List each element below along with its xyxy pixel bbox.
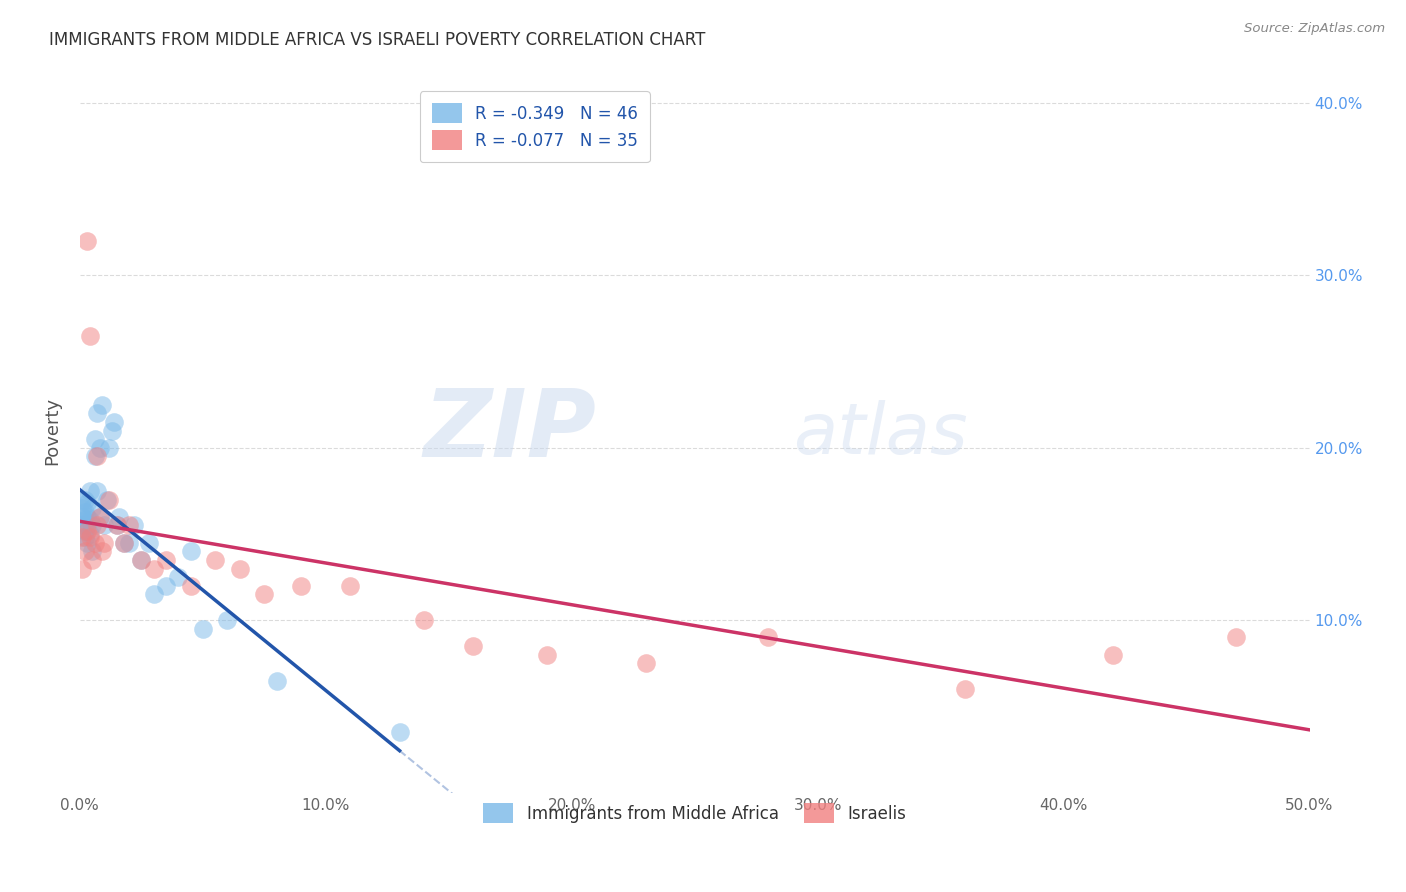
Point bbox=[180, 544, 202, 558]
Point bbox=[266, 673, 288, 688]
Point bbox=[79, 527, 101, 541]
Text: Source: ZipAtlas.com: Source: ZipAtlas.com bbox=[1244, 22, 1385, 36]
Point bbox=[229, 561, 252, 575]
Point bbox=[217, 613, 239, 627]
Point bbox=[953, 682, 976, 697]
Point bbox=[76, 535, 98, 549]
Point bbox=[72, 531, 94, 545]
Point bbox=[72, 501, 94, 516]
Point bbox=[96, 492, 118, 507]
Point bbox=[72, 509, 94, 524]
Point bbox=[131, 553, 153, 567]
Point bbox=[131, 553, 153, 567]
Point bbox=[89, 509, 111, 524]
Point bbox=[413, 613, 436, 627]
Point bbox=[142, 561, 165, 575]
Point bbox=[72, 561, 94, 575]
Point bbox=[79, 513, 101, 527]
Point bbox=[122, 518, 145, 533]
Point bbox=[142, 587, 165, 601]
Point bbox=[86, 406, 108, 420]
Point bbox=[76, 524, 98, 538]
Point bbox=[83, 432, 105, 446]
Point bbox=[83, 535, 105, 549]
Point bbox=[253, 587, 276, 601]
Point bbox=[103, 415, 125, 429]
Point bbox=[108, 509, 131, 524]
Point bbox=[89, 441, 111, 455]
Point bbox=[73, 531, 96, 545]
Point bbox=[73, 544, 96, 558]
Point bbox=[86, 450, 108, 464]
Point bbox=[118, 535, 141, 549]
Point bbox=[138, 535, 160, 549]
Point bbox=[76, 509, 98, 524]
Point bbox=[86, 518, 108, 533]
Y-axis label: Poverty: Poverty bbox=[44, 397, 60, 465]
Point bbox=[76, 234, 98, 248]
Point bbox=[89, 509, 111, 524]
Point bbox=[82, 501, 104, 516]
Point bbox=[536, 648, 558, 662]
Point bbox=[73, 513, 96, 527]
Point bbox=[72, 518, 94, 533]
Point bbox=[93, 518, 115, 533]
Point bbox=[155, 553, 177, 567]
Point bbox=[118, 518, 141, 533]
Point bbox=[105, 518, 128, 533]
Point bbox=[93, 535, 115, 549]
Point bbox=[105, 518, 128, 533]
Point bbox=[73, 505, 96, 519]
Point bbox=[388, 725, 411, 739]
Text: IMMIGRANTS FROM MIDDLE AFRICA VS ISRAELI POVERTY CORRELATION CHART: IMMIGRANTS FROM MIDDLE AFRICA VS ISRAELI… bbox=[49, 31, 706, 49]
Point bbox=[82, 544, 104, 558]
Point bbox=[290, 579, 312, 593]
Point bbox=[91, 398, 114, 412]
Point bbox=[73, 492, 96, 507]
Point bbox=[1225, 631, 1247, 645]
Point bbox=[191, 622, 214, 636]
Point bbox=[463, 639, 485, 653]
Point bbox=[634, 657, 657, 671]
Point bbox=[180, 579, 202, 593]
Text: atlas: atlas bbox=[793, 400, 967, 468]
Point bbox=[76, 518, 98, 533]
Point bbox=[339, 579, 361, 593]
Point bbox=[112, 535, 135, 549]
Point bbox=[72, 492, 94, 507]
Point bbox=[82, 518, 104, 533]
Point bbox=[76, 496, 98, 510]
Point bbox=[79, 328, 101, 343]
Legend: Immigrants from Middle Africa, Israelis: Immigrants from Middle Africa, Israelis bbox=[472, 791, 918, 835]
Point bbox=[83, 450, 105, 464]
Point bbox=[79, 483, 101, 498]
Point bbox=[155, 579, 177, 593]
Point bbox=[101, 424, 124, 438]
Point bbox=[1101, 648, 1123, 662]
Point bbox=[79, 531, 101, 545]
Point bbox=[758, 631, 780, 645]
Point bbox=[86, 483, 108, 498]
Point bbox=[91, 544, 114, 558]
Point bbox=[112, 535, 135, 549]
Point bbox=[73, 524, 96, 538]
Point bbox=[98, 441, 121, 455]
Point bbox=[98, 492, 121, 507]
Point bbox=[204, 553, 226, 567]
Point bbox=[167, 570, 190, 584]
Text: ZIP: ZIP bbox=[423, 384, 596, 476]
Point bbox=[82, 553, 104, 567]
